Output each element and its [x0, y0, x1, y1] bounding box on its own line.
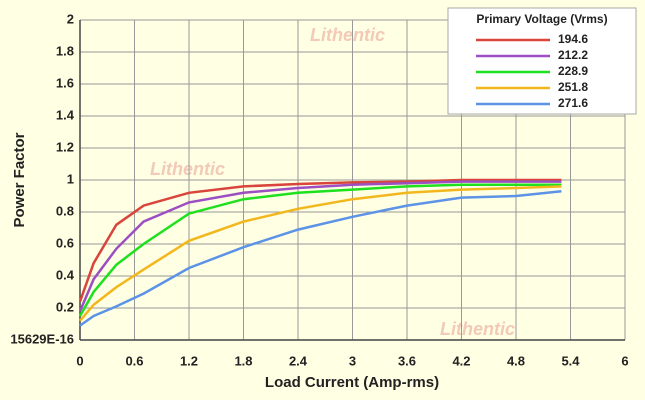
- y-axis-label: Power Factor: [11, 132, 28, 227]
- y-tick-label: 1.2: [56, 139, 74, 154]
- watermark: Lithentic: [150, 159, 225, 179]
- y-tick-label: 1.4: [56, 107, 75, 122]
- x-tick-label: 4.8: [507, 353, 525, 368]
- legend-box: [447, 7, 637, 115]
- y-tick-label: 15629E-16: [10, 331, 74, 346]
- y-tick-label: 0.2: [56, 299, 74, 314]
- legend-title: Primary Voltage (Vrms): [476, 12, 607, 26]
- x-tick-label: 6: [621, 353, 628, 368]
- y-tick-label: 0.6: [56, 235, 74, 250]
- y-tick-label: 0.4: [56, 267, 75, 282]
- x-tick-label: 2.4: [289, 353, 308, 368]
- series-line: [78, 180, 562, 312]
- series-line: [78, 183, 562, 317]
- y-tick-label: 1.6: [56, 75, 74, 90]
- legend-label: 228.9: [558, 64, 588, 78]
- watermark: Lithentic: [310, 25, 385, 45]
- legend-label: 251.8: [558, 80, 588, 94]
- x-tick-label: 1.2: [180, 353, 198, 368]
- x-tick-label: 0.6: [125, 353, 143, 368]
- x-tick-label: 1.8: [234, 353, 252, 368]
- legend-label: 194.6: [558, 32, 588, 46]
- y-tick-label: 2: [67, 11, 74, 26]
- watermark: Lithentic: [440, 319, 515, 339]
- y-tick-label: 1: [67, 171, 74, 186]
- legend-label: 212.2: [558, 48, 588, 62]
- x-tick-label: 0: [76, 353, 83, 368]
- x-tick-label: 3.6: [398, 353, 416, 368]
- x-tick-label: 4.2: [452, 353, 470, 368]
- y-tick-label: 1.8: [56, 43, 74, 58]
- legend-label: 271.6: [558, 96, 588, 110]
- y-tick-label: 0.8: [56, 203, 74, 218]
- series-line: [78, 178, 562, 303]
- x-tick-label: 5.4: [561, 353, 580, 368]
- series-line: [79, 189, 562, 327]
- series-line: [79, 185, 562, 322]
- x-axis-label: Load Current (Amp-rms): [265, 374, 439, 391]
- x-tick-label: 3: [349, 353, 356, 368]
